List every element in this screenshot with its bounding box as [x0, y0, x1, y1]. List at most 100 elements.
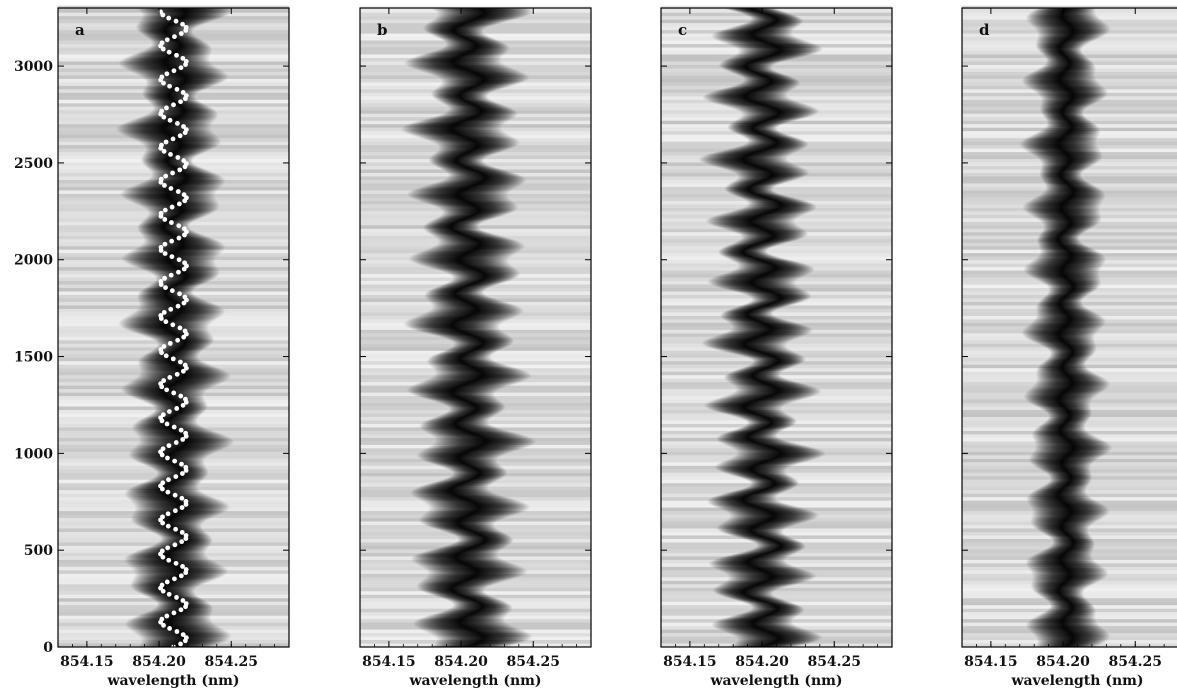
- panel-c-line-core-segment: [735, 47, 824, 50]
- panel-a-line-core-segment: [127, 186, 221, 189]
- panel-c-line-core-segment: [716, 275, 806, 277]
- panel-b-line-core-segment: [419, 426, 497, 428]
- overlay-point: [170, 356, 176, 362]
- overlay-point: [167, 117, 173, 123]
- panel-d-line-core-segment: [1041, 112, 1084, 115]
- panel-b-line-core-segment: [439, 84, 514, 87]
- panel-c-line-core-segment: [729, 56, 800, 59]
- panel-c-line-core-segment: [724, 375, 782, 377]
- panel-c-line-core-segment: [728, 128, 778, 131]
- panel-c-line-core-segment: [716, 526, 791, 528]
- panel-b-line-core-segment: [428, 506, 531, 509]
- overlay-point: [164, 105, 169, 111]
- panel-c-line-core-segment: [708, 562, 788, 564]
- panel-b-line-core-segment: [429, 183, 524, 186]
- panel-a-line-core-segment: [145, 113, 219, 116]
- overlay-point: [180, 632, 186, 638]
- panel-c-line-core-segment: [749, 357, 806, 360]
- panel-b-line-core-segment: [428, 377, 531, 380]
- panel-d-line-core-segment: [1041, 531, 1090, 534]
- panel-d-line-core-segment: [1040, 232, 1084, 234]
- panel-b-line-core-segment: [402, 125, 503, 128]
- panel-a-line-core-segment: [132, 447, 227, 449]
- panel-d-line-core-segment: [1030, 214, 1102, 217]
- panel-a-line-core-segment: [130, 515, 216, 518]
- panel-c-line-core-segment: [734, 642, 812, 645]
- panel-d-line-core-segment: [1047, 291, 1093, 294]
- panel-a-line-core-segment: [144, 149, 210, 152]
- panel-c-line-core-segment: [721, 312, 773, 315]
- panel-c-line-core-segment: [720, 493, 780, 496]
- panel-d-line-core-segment: [1041, 113, 1085, 116]
- panel-b-line-core-segment: [436, 11, 534, 14]
- panel-d-line-core-segment: [1043, 181, 1089, 183]
- panel-c-line-core-segment: [724, 492, 782, 495]
- panel-a-line-core-segment: [151, 174, 220, 176]
- panel-b-line-core-segment: [452, 542, 512, 545]
- overlay-point: [159, 142, 164, 148]
- panel-b-line-core-segment: [427, 52, 507, 54]
- panel-a-line-core-segment: [139, 357, 200, 360]
- panel-b-line-core-segment: [406, 390, 498, 392]
- panel-c-line-core-segment: [749, 300, 804, 303]
- panel-d-line-core-segment: [1048, 601, 1091, 604]
- panel-c-line-core-segment: [712, 566, 800, 569]
- panel-d-line-core-segment: [1047, 547, 1095, 549]
- panel-c-line-core-segment: [711, 624, 798, 627]
- panel-b-line-core-segment: [437, 285, 493, 288]
- panel-c-line-core-segment: [727, 125, 780, 128]
- panel-a-line-core-segment: [131, 330, 211, 333]
- panel-c-line-core-segment: [711, 215, 801, 218]
- panel-d-line-core-segment: [1036, 156, 1103, 159]
- panel-d-line-core-segment: [1024, 75, 1096, 78]
- panel-d-line-core-segment: [1032, 320, 1107, 323]
- panel-d-line-core-segment: [1022, 206, 1101, 209]
- panel-d-line-core-segment: [1045, 57, 1090, 60]
- panel-a-line-core-segment: [154, 476, 207, 478]
- panel-b-line-core-segment: [405, 132, 507, 134]
- panel-c-line-core-segment: [731, 71, 781, 74]
- panel-d-line-core-segment: [1025, 211, 1101, 213]
- panel-a-line-core-segment: [153, 339, 215, 341]
- panel-b-line-core-segment: [410, 492, 496, 495]
- panel-d-line-core-segment: [1026, 558, 1094, 561]
- overlay-point: [182, 362, 188, 368]
- panel-d-line-core-segment: [1031, 509, 1110, 512]
- panel-c-line-core-segment: [725, 8, 777, 10]
- panel-b-line-core-segment: [428, 507, 530, 510]
- panel-d-line-core-segment: [1033, 440, 1106, 442]
- panel-c-line-core-segment: [742, 76, 794, 79]
- panel-b-line-core-segment: [425, 297, 494, 299]
- panel-d-line-core-segment: [1029, 261, 1106, 263]
- panel-d-line-core-segment: [1028, 135, 1099, 138]
- panel-c-line-core-segment: [747, 14, 797, 17]
- panel-c-line-core-segment: [749, 16, 799, 18]
- panel-a-line-core-segment: [136, 183, 225, 186]
- overlay-point: [176, 223, 182, 229]
- panel-c-line-core-segment: [728, 329, 814, 332]
- panel-c-line-core-segment: [718, 523, 798, 526]
- panel-c-line-core-segment: [713, 591, 774, 593]
- panel-d-line-core-segment: [1021, 78, 1097, 81]
- panel-b-line-core-segment: [433, 97, 489, 100]
- panel-c-line-core-segment: [738, 233, 809, 236]
- panel-b-line-core-segment: [433, 635, 533, 638]
- panel-a-line-core-segment: [154, 543, 212, 546]
- panel-a-line-core-segment: [138, 303, 216, 305]
- panel-b-line-core-segment: [428, 160, 484, 162]
- panel-a-line-core-segment: [128, 452, 214, 455]
- panel-d-line-core-segment: [1032, 464, 1092, 467]
- panel-b-line-core-segment: [418, 617, 506, 620]
- panel-b-line-core-segment: [451, 471, 508, 474]
- panel-b-line-core-segment: [418, 136, 516, 139]
- panel-c-line-core-segment: [711, 284, 797, 287]
- panel-b-line-core-segment: [412, 488, 490, 491]
- panel-d-line-core-segment: [1048, 416, 1091, 419]
- panel-c-line-core-segment: [699, 160, 790, 162]
- panel-d-line-core-segment: [1040, 103, 1094, 105]
- panel-a-line-core-segment: [151, 44, 210, 46]
- panel-a-line-core-segment: [142, 92, 198, 95]
- panel-b-line-core-segment: [444, 45, 509, 47]
- panel-c-line-core-segment: [706, 346, 788, 348]
